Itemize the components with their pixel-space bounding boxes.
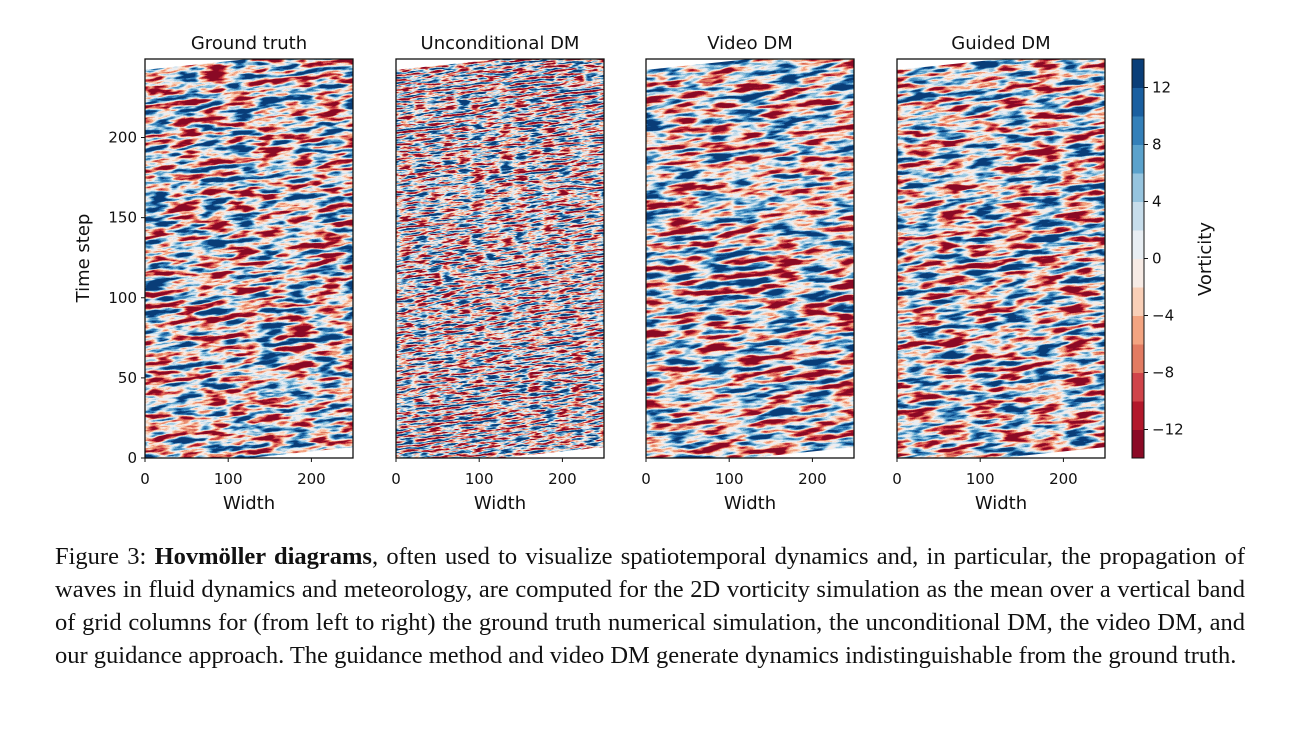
y-tick-label: 100 [108,289,137,307]
x-tick-label: 100 [214,470,243,488]
panel: Unconditional DM Width 0 100 200 [391,33,605,514]
colorbar-label: Vorticity [1195,222,1216,296]
colorbar-tick-label: −8 [1152,364,1174,382]
colorbar-tick-label: 8 [1152,136,1162,154]
x-tick-label: 0 [391,470,401,488]
heatmap [396,58,604,458]
colorbar-tick-label: 12 [1152,79,1171,97]
x-axis-label: Width [474,493,526,514]
panel: Video DM Width 0 100 200 [641,33,855,514]
y-tick-label: 150 [108,209,137,227]
colorbar-band [1132,372,1144,402]
x-tick-label: 200 [548,470,577,488]
panel-frame [395,58,605,459]
panel-title: Unconditional DM [421,33,580,54]
colorbar-tick-label: 0 [1152,250,1162,268]
y-tick-label: 0 [127,449,137,467]
colorbar: −12 −8 −4 0 4 8 12 Vorticity [1131,58,1216,459]
y-axis-label: Time step [73,214,94,304]
caption-bold: Hovmöller diagrams [154,543,372,570]
panel-title: Video DM [707,33,793,54]
colorbar-band [1132,173,1144,202]
colorbar-band [1132,287,1144,316]
caption: Figure 3: Hovmöller diagrams, often used… [55,540,1245,672]
panel-frame [144,58,354,459]
y-tick-label: 200 [108,129,137,147]
x-tick-label: 100 [465,470,494,488]
heatmap [145,58,353,458]
caption-label: Figure 3: [55,543,147,570]
panel: Guided DM Width 0 100 200 [892,33,1106,514]
x-axis-label: Width [724,493,776,514]
colorbar-band [1132,116,1144,145]
x-tick-label: 100 [715,470,744,488]
colorbar-band [1132,315,1144,345]
x-tick-label: 0 [641,470,651,488]
x-tick-label: 200 [798,470,827,488]
colorbar-band [1132,59,1144,88]
colorbar-band [1132,230,1144,259]
figure: Ground truth Width 0 100 200 0 50 100 150 200 Time… [73,33,1216,514]
y-tick-label: 50 [118,369,137,387]
x-axis-label: Width [223,493,275,514]
colorbar-band [1132,344,1144,373]
colorbar-band [1132,201,1144,231]
colorbar-band [1132,401,1144,430]
panel: Ground truth Width 0 100 200 0 50 100 150 200 Time… [73,33,354,514]
colorbar-band [1132,87,1144,117]
panel-title: Ground truth [191,33,307,54]
colorbar-tick-label: 4 [1152,193,1162,211]
x-tick-label: 200 [1049,470,1078,488]
heatmap [897,59,1105,459]
colorbar-tick-label: −4 [1152,307,1174,325]
colorbar-band [1132,258,1144,288]
caption-text: , often used to visualize spatiotemporal… [55,543,1246,669]
colorbar-tick-label: −12 [1152,421,1184,439]
panel-frame [645,58,855,459]
x-tick-label: 0 [892,470,902,488]
x-axis-label: Width [975,493,1027,514]
colorbar-band [1132,144,1144,174]
panel-frame [896,58,1106,459]
heatmap [646,58,854,458]
panel-title: Guided DM [951,33,1050,54]
x-tick-label: 0 [140,470,150,488]
x-tick-label: 100 [966,470,995,488]
x-tick-label: 200 [297,470,326,488]
colorbar-band [1132,429,1144,459]
